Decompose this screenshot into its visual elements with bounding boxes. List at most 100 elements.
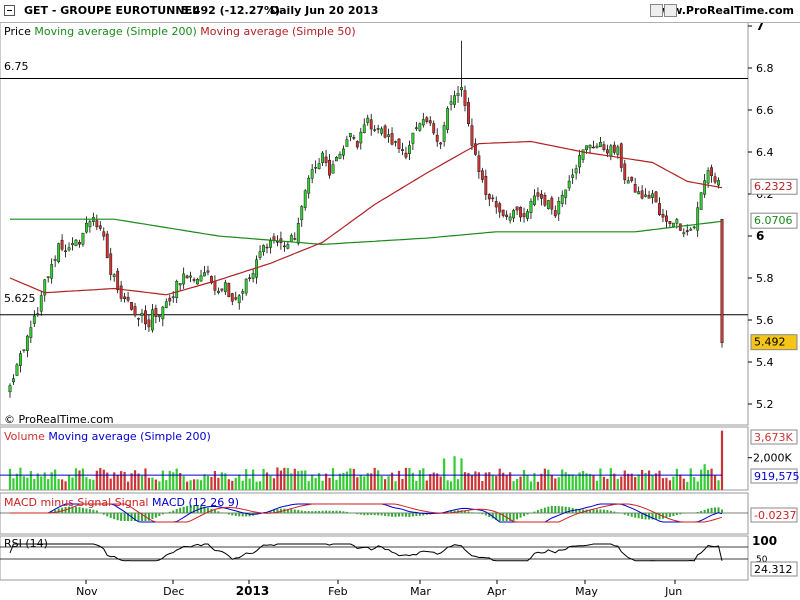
volume-bar <box>286 467 289 490</box>
candle-body <box>605 149 609 154</box>
volume-bar <box>349 468 352 490</box>
candle-body <box>623 163 627 181</box>
candle-body <box>105 233 109 259</box>
candle-body <box>599 142 602 148</box>
candle-body <box>293 238 297 240</box>
macd-hist-bar <box>196 505 199 513</box>
volume-bar <box>689 468 692 490</box>
volume-bar <box>422 468 425 490</box>
candle-body <box>22 349 26 351</box>
candle-body <box>109 253 113 275</box>
macd-hist-bar <box>488 513 491 518</box>
candle-body <box>262 245 265 252</box>
window-restore-icon[interactable] <box>650 4 663 17</box>
candle-body <box>397 138 401 149</box>
volume-bar <box>262 468 265 490</box>
macd-last-label: -0.0237 <box>754 509 796 522</box>
macd-hist-bar <box>224 513 227 514</box>
collapse-icon[interactable] <box>4 5 15 16</box>
volume-bar <box>568 474 571 490</box>
volume-bar <box>408 468 411 490</box>
volume-bar <box>314 477 317 490</box>
volume-bar <box>665 477 668 490</box>
candle-body <box>487 194 491 200</box>
candle-body <box>269 240 272 248</box>
candle-body <box>383 125 387 138</box>
macd-hist-bar <box>318 510 321 513</box>
macd-hist-bar <box>710 507 713 513</box>
macd-hist-bar <box>120 513 123 521</box>
candle-body <box>428 120 432 124</box>
volume-bar <box>293 468 296 490</box>
macd-hist-bar <box>686 513 689 514</box>
macd-hist-bar <box>68 506 71 513</box>
candle-body <box>432 123 436 134</box>
candle-body <box>581 149 585 160</box>
macd-hist-bar <box>85 508 88 513</box>
volume-bar <box>186 481 189 490</box>
volume-bar <box>404 467 408 490</box>
candle-body <box>321 152 324 163</box>
candle-body <box>439 142 443 145</box>
volume-bar <box>26 477 29 490</box>
macd-hist-bar <box>377 513 380 516</box>
volume-bar <box>67 475 71 490</box>
macd-hist-bar <box>675 513 678 516</box>
macd-hist-bar <box>561 506 564 513</box>
rsi-last-box <box>750 561 798 577</box>
volume-bar <box>377 470 380 490</box>
macd-hist-bar <box>543 507 546 513</box>
window-close-icon[interactable] <box>664 4 677 17</box>
macd-hist-bar <box>140 513 143 521</box>
candle-body <box>175 281 179 298</box>
candle-body <box>633 184 637 193</box>
volume-legend: Volume Moving average (Simple 200) <box>4 430 211 443</box>
candle-body <box>505 214 509 217</box>
volume-bar <box>491 475 494 490</box>
hline-label-upper: 6.75 <box>4 60 29 73</box>
volume-bar <box>224 473 227 490</box>
volume-bar <box>130 473 133 490</box>
volume-bar <box>449 481 453 490</box>
candle-body <box>373 129 377 131</box>
macd-hist-bar <box>533 511 536 513</box>
volume-bar <box>366 472 369 490</box>
candle-body <box>223 282 227 293</box>
volume-bar <box>126 481 130 490</box>
volume-bar <box>578 472 581 490</box>
macd-hist-bar <box>408 513 411 517</box>
candle-body <box>533 195 536 205</box>
macd-hist-bar <box>665 513 668 518</box>
candle-body <box>453 95 456 105</box>
candle-body <box>470 125 474 146</box>
volume-bar <box>661 478 665 490</box>
volume-bar <box>686 481 689 490</box>
candle-body <box>602 144 606 150</box>
volume-bar <box>498 468 501 490</box>
volume-bar <box>85 477 88 490</box>
candle-body <box>189 275 193 278</box>
candle-body <box>67 247 71 251</box>
volume-bar <box>318 473 321 490</box>
candle-body <box>192 279 196 281</box>
candle-body <box>171 296 175 298</box>
macd-hist-bar <box>193 505 196 513</box>
label-last-price-box <box>750 334 798 351</box>
macd-hist-bar <box>352 513 355 514</box>
macd-hist-bar <box>422 513 425 516</box>
volume-bar <box>540 473 543 490</box>
volume-bar <box>231 480 234 490</box>
volume-bar <box>144 468 147 490</box>
candle-body <box>46 276 50 278</box>
volume-bar <box>439 476 442 490</box>
candle-body <box>161 306 165 320</box>
volume-bar <box>245 469 248 490</box>
candle-body <box>78 242 81 245</box>
candle-body <box>317 163 321 169</box>
macd-hist-bar <box>370 513 373 515</box>
volume-bar <box>265 472 269 490</box>
macd-hist-bar <box>71 506 74 513</box>
candle-body <box>717 180 720 186</box>
candle-body <box>296 222 300 244</box>
